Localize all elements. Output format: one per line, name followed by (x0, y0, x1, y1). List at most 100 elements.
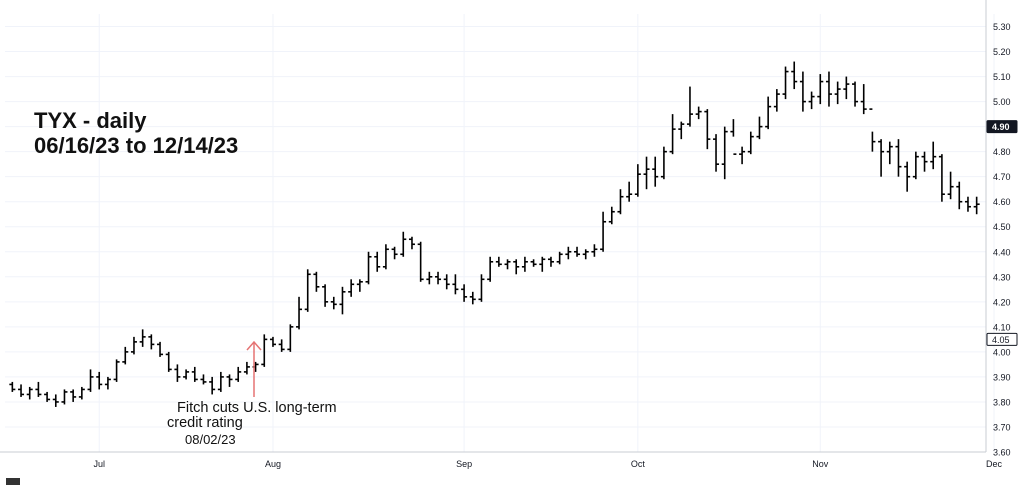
ohlc-bar (825, 71, 832, 107)
ohlc-bar (61, 389, 68, 405)
ohlc-bar (269, 336, 276, 347)
ohlc-bar (426, 271, 433, 285)
y-axis: 5.30 5.20 5.10 5.00 4.90 4.80 4.70 4.60 4.50 4.40… (985, 0, 1018, 458)
ohlc-bar (104, 376, 111, 390)
y-tick-label: 5.10 (993, 72, 1011, 82)
ohlc-bar (643, 156, 650, 190)
price-bars (9, 61, 980, 407)
ohlc-bar (626, 181, 633, 202)
ohlc-bar (782, 66, 789, 100)
ohlc-bar (200, 374, 207, 385)
ohlc-bar (730, 119, 737, 155)
ohlc-bar (78, 386, 85, 400)
ohlc-bar (852, 81, 859, 107)
x-tick-label: Jul (93, 459, 105, 469)
ohlc-bar (217, 371, 224, 392)
ohlc-bar (452, 274, 459, 295)
ohlc-bar (634, 164, 641, 197)
ohlc-bar (799, 71, 806, 112)
ohlc-bar (938, 154, 945, 202)
ohlc-bar (686, 86, 693, 127)
ohlc-bar (895, 139, 902, 177)
price-marker-box (986, 120, 1018, 134)
ohlc-bar (52, 394, 59, 407)
ohlc-bar (521, 256, 528, 272)
ohlc-bar (139, 329, 146, 347)
ohlc-bar (287, 324, 294, 352)
y-tick-label: 4.20 (993, 297, 1011, 307)
y-tick-label: 4.60 (993, 197, 1011, 207)
ohlc-bar (209, 376, 216, 395)
ohlc-bar (547, 256, 554, 267)
ohlc-bar (704, 109, 711, 150)
ohlc-bar (44, 391, 51, 402)
ohlc-bar (817, 74, 824, 105)
ohlc-bar (339, 286, 346, 315)
ohlc-bar (713, 134, 720, 172)
x-tick-label: Dec (986, 459, 1003, 469)
ohlc-bar (539, 256, 546, 272)
ohlc-bar (964, 196, 971, 212)
ohlc-bar (469, 291, 476, 305)
x-tick-label: Nov (812, 459, 829, 469)
y-tick-label: 4.00 (993, 347, 1011, 357)
y-tick-label: 3.90 (993, 372, 1011, 382)
ohlc-bar (70, 389, 77, 402)
ohlc-bar (374, 251, 381, 272)
ohlc-bar (348, 279, 355, 297)
ohlc-bar (400, 231, 407, 257)
ohlc-bar (904, 161, 911, 192)
chart-title-line2: 06/16/23 to 12/14/23 (34, 133, 239, 158)
y-tick-label: 4.70 (993, 172, 1011, 182)
ohlc-bar (513, 259, 520, 275)
ohlc-bar (530, 259, 537, 267)
y-tick-label: 5.00 (993, 97, 1011, 107)
x-axis: Jul Aug Sep Oct Nov Dec (0, 451, 1003, 469)
ohlc-bar (773, 89, 780, 112)
ohlc-bar (747, 131, 754, 155)
ohlc-bar (113, 359, 120, 382)
ohlc-bar (487, 256, 494, 282)
y-tick-label: 4.30 (993, 272, 1011, 282)
y-tick-label: 4.40 (993, 247, 1011, 257)
ohlc-bar (443, 274, 450, 290)
chart-title: TYX - daily 06/16/23 to 12/14/23 (34, 108, 238, 158)
y-tick-label: 4.50 (993, 222, 1011, 232)
ohlc-bar (87, 369, 94, 392)
ohlc-bar (669, 114, 676, 155)
ohlc-bar (973, 196, 980, 215)
price-marker-label: 4.90 (992, 122, 1010, 132)
ohlc-bar (461, 284, 468, 302)
ohlc-bar (191, 366, 198, 382)
ohlc-bar (765, 96, 772, 130)
y-tick-label: 4.10 (993, 322, 1011, 332)
ohlc-bar (808, 91, 815, 110)
ohlc-bar (921, 151, 928, 172)
ohlc-bar (174, 364, 181, 382)
ohlc-bar (417, 241, 424, 282)
y-tick-label: 3.60 (993, 448, 1011, 458)
ohlc-bar (930, 141, 937, 170)
ohlc-bar (322, 284, 329, 307)
annotation-arrow (246, 340, 262, 397)
ohlc-bar (495, 256, 502, 267)
ohlc-bar (304, 269, 311, 312)
ohlc-bar (600, 211, 607, 252)
ohlc-bar (617, 189, 624, 215)
ohlc-bar (652, 156, 659, 187)
ohlc-bar (235, 366, 242, 382)
y-tick-label: 5.30 (993, 22, 1011, 32)
annotation-arrow-head (246, 340, 262, 351)
y-tick-label: 4.80 (993, 147, 1011, 157)
ohlc-bar (574, 246, 581, 257)
ohlc-bar (122, 346, 129, 365)
ohlc-bar (391, 246, 398, 260)
ohlc-bar (721, 126, 728, 180)
ohlc-bar (947, 171, 954, 200)
ohlc-bar (869, 108, 876, 152)
ohlc-bar (860, 84, 867, 115)
ohlc-bar (183, 369, 190, 380)
tradingview-icon (6, 478, 20, 486)
ohlc-bar (504, 259, 511, 270)
